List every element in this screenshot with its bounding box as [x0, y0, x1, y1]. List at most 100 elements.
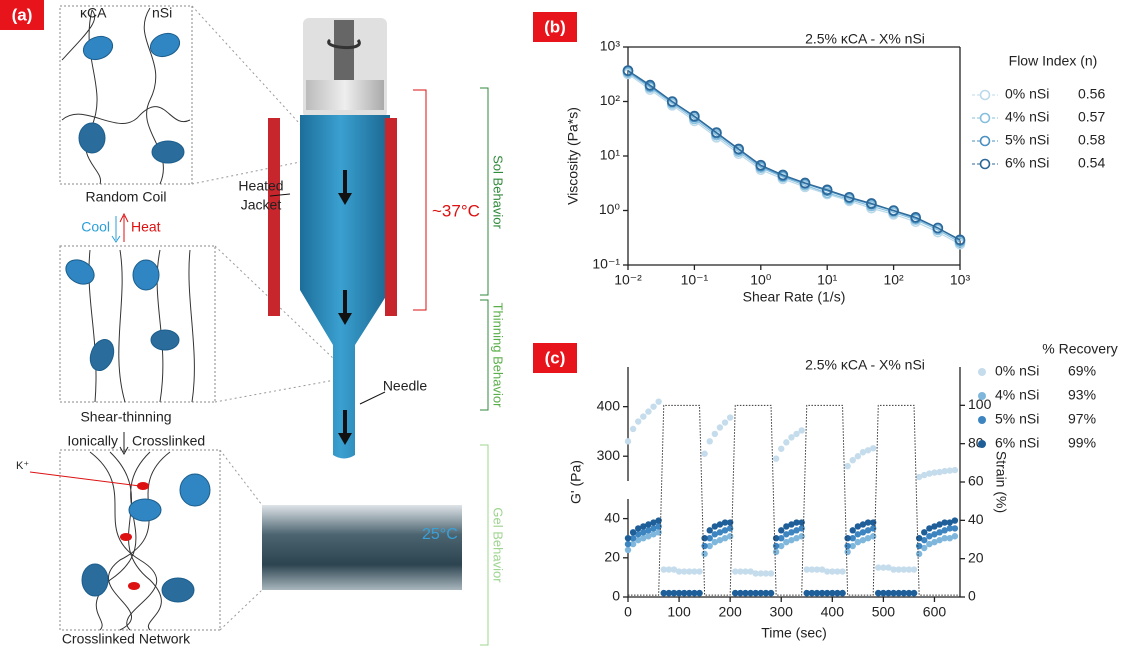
- data-point: [655, 398, 662, 405]
- data-point: [640, 413, 647, 420]
- data-point: [721, 519, 729, 526]
- data-point: [936, 529, 943, 536]
- label: Shear-thinning: [80, 409, 171, 425]
- legend-label: 5% nSi: [1005, 132, 1049, 148]
- data-point: [859, 529, 867, 536]
- data-point: [655, 529, 662, 536]
- data-point: [818, 566, 826, 573]
- y-tick-label: 10³: [600, 38, 621, 54]
- data-point: [711, 430, 719, 438]
- y-axis-label: G' (Pa): [568, 460, 584, 504]
- data-point: [859, 449, 867, 456]
- legend-label: 4% nSi: [1005, 109, 1049, 125]
- data-point: [655, 523, 662, 530]
- data-point: [772, 535, 780, 542]
- chart-title: 2.5% κCA - X% nSi: [805, 357, 925, 373]
- data-point: [849, 456, 856, 464]
- data-point: [629, 540, 637, 548]
- data-point: [932, 222, 944, 234]
- data-point: [888, 205, 899, 216]
- data-point: [721, 419, 729, 426]
- data-point: [843, 191, 855, 203]
- data-point: [777, 169, 789, 181]
- data-point: [941, 467, 948, 475]
- data-point: [793, 430, 800, 438]
- data-point: [854, 453, 862, 460]
- syringe-body: [300, 115, 390, 459]
- data-point: [951, 466, 959, 474]
- chart-title: 2.5% κCA - X% nSi: [805, 31, 925, 47]
- data-point: [829, 568, 836, 575]
- data-point: [839, 568, 846, 575]
- panel-a: (a) κCA n: [0, 0, 506, 647]
- data-point: [635, 418, 642, 425]
- data-point: [910, 566, 918, 573]
- data-point: [666, 96, 678, 107]
- data-point: [946, 467, 953, 474]
- legend-label: 0% nSi: [1005, 86, 1049, 102]
- data-point: [788, 536, 795, 544]
- data-point: [895, 566, 902, 573]
- label: Random Coil: [86, 189, 167, 205]
- label: Cool: [81, 219, 110, 235]
- panel-label-box: [533, 12, 577, 42]
- data-point: [762, 589, 770, 597]
- y-tick-label: 10¹: [600, 147, 621, 163]
- heated-jacket: [385, 118, 397, 316]
- data-point: [670, 589, 678, 597]
- data-point: [742, 589, 749, 597]
- heated-jacket: [268, 118, 280, 316]
- data-point: [915, 473, 923, 481]
- legend-label: 0% nSi: [995, 363, 1039, 379]
- data-point: [931, 523, 938, 530]
- label: Heated: [238, 178, 283, 194]
- data-point: [951, 533, 959, 540]
- data-point: [931, 531, 938, 538]
- data-point: [824, 568, 831, 575]
- y-tick-label: 10⁰: [599, 201, 621, 217]
- data-point: [622, 65, 634, 76]
- data-point: [701, 550, 708, 558]
- data-point: [675, 568, 683, 575]
- print-photo: [262, 505, 462, 590]
- data-point: [803, 589, 810, 597]
- data-point: [793, 535, 800, 542]
- strain-line: [628, 404, 960, 596]
- x-tick-label: 600: [923, 604, 947, 620]
- data-point: [624, 540, 632, 548]
- data-point: [691, 568, 698, 575]
- data-point: [798, 533, 805, 540]
- data-point: [650, 531, 657, 538]
- data-point: [778, 527, 785, 534]
- data-point: [645, 521, 652, 528]
- data-point: [941, 535, 948, 542]
- data-point: [696, 589, 703, 597]
- legend-label: 5% nSi: [995, 411, 1039, 427]
- legend-label: 6% nSi: [995, 435, 1039, 451]
- data-point: [640, 535, 647, 542]
- label: Crosslinked: [132, 433, 205, 449]
- data-point: [885, 589, 892, 597]
- data-point: [880, 589, 887, 597]
- data-point: [941, 519, 948, 526]
- legend-marker: [978, 416, 986, 424]
- data-point: [834, 589, 841, 597]
- series-line: [627, 70, 961, 241]
- data-point: [890, 589, 897, 597]
- data-point: [793, 527, 800, 534]
- arrow: [119, 432, 129, 456]
- data-point: [915, 542, 923, 550]
- data-point: [854, 531, 862, 538]
- data-point: [650, 519, 657, 526]
- data-point: [629, 535, 637, 542]
- data-point: [629, 529, 637, 536]
- label: ~37°C: [432, 201, 480, 220]
- data-point: [849, 527, 856, 534]
- legend-marker: [979, 112, 991, 124]
- data-point: [783, 538, 790, 546]
- data-point: [650, 403, 657, 410]
- data-point: [895, 589, 902, 597]
- guide-lines: [191, 5, 336, 631]
- data-point: [733, 143, 744, 155]
